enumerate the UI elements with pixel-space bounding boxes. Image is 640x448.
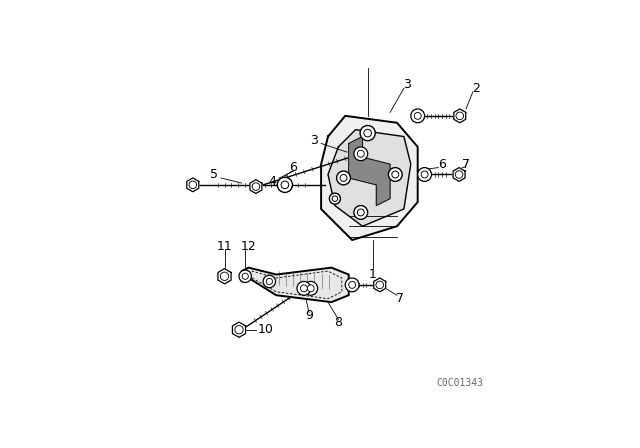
Circle shape	[354, 147, 367, 161]
Circle shape	[263, 275, 276, 288]
Circle shape	[220, 272, 228, 280]
Circle shape	[354, 206, 367, 220]
Circle shape	[189, 181, 196, 189]
Text: C0C01343: C0C01343	[436, 379, 483, 388]
Text: 3: 3	[403, 78, 412, 91]
Polygon shape	[242, 267, 349, 302]
Text: 10: 10	[258, 323, 274, 336]
Polygon shape	[349, 137, 390, 206]
Polygon shape	[321, 116, 418, 240]
Polygon shape	[250, 180, 262, 194]
Circle shape	[418, 168, 431, 181]
Text: 5: 5	[210, 168, 218, 181]
Circle shape	[421, 171, 428, 178]
Circle shape	[364, 129, 371, 137]
Circle shape	[277, 177, 292, 193]
Circle shape	[411, 109, 424, 123]
Text: 7: 7	[462, 158, 470, 171]
Circle shape	[281, 181, 289, 189]
Circle shape	[349, 281, 356, 289]
Circle shape	[455, 171, 463, 178]
Circle shape	[360, 125, 375, 141]
Text: 8: 8	[334, 316, 342, 329]
Text: 2: 2	[472, 82, 480, 95]
Polygon shape	[454, 109, 466, 123]
Circle shape	[345, 278, 359, 292]
Circle shape	[297, 281, 311, 295]
Polygon shape	[328, 129, 411, 226]
Circle shape	[340, 175, 347, 181]
Circle shape	[456, 112, 463, 120]
Text: 7: 7	[396, 292, 404, 305]
Text: 6: 6	[289, 161, 298, 174]
Polygon shape	[187, 178, 199, 192]
Circle shape	[242, 273, 248, 280]
Circle shape	[252, 183, 260, 190]
Text: 6: 6	[438, 158, 446, 171]
Circle shape	[330, 193, 340, 204]
Circle shape	[300, 285, 307, 292]
Polygon shape	[453, 168, 465, 181]
Circle shape	[392, 171, 399, 178]
Text: 4: 4	[269, 175, 276, 188]
Polygon shape	[218, 269, 231, 284]
Polygon shape	[232, 322, 246, 337]
Text: 12: 12	[241, 241, 257, 254]
Circle shape	[266, 278, 273, 284]
Text: 11: 11	[216, 241, 232, 254]
Circle shape	[337, 171, 351, 185]
Circle shape	[239, 270, 252, 283]
Circle shape	[376, 281, 383, 289]
Text: 1: 1	[369, 268, 377, 281]
Circle shape	[357, 151, 364, 157]
Circle shape	[332, 196, 338, 202]
Circle shape	[414, 112, 421, 119]
Circle shape	[357, 209, 364, 216]
Circle shape	[388, 168, 402, 181]
Text: 3: 3	[310, 134, 318, 146]
Polygon shape	[374, 278, 386, 292]
Circle shape	[307, 285, 314, 292]
Circle shape	[304, 281, 317, 295]
Text: 9: 9	[305, 310, 313, 323]
Circle shape	[235, 326, 243, 334]
